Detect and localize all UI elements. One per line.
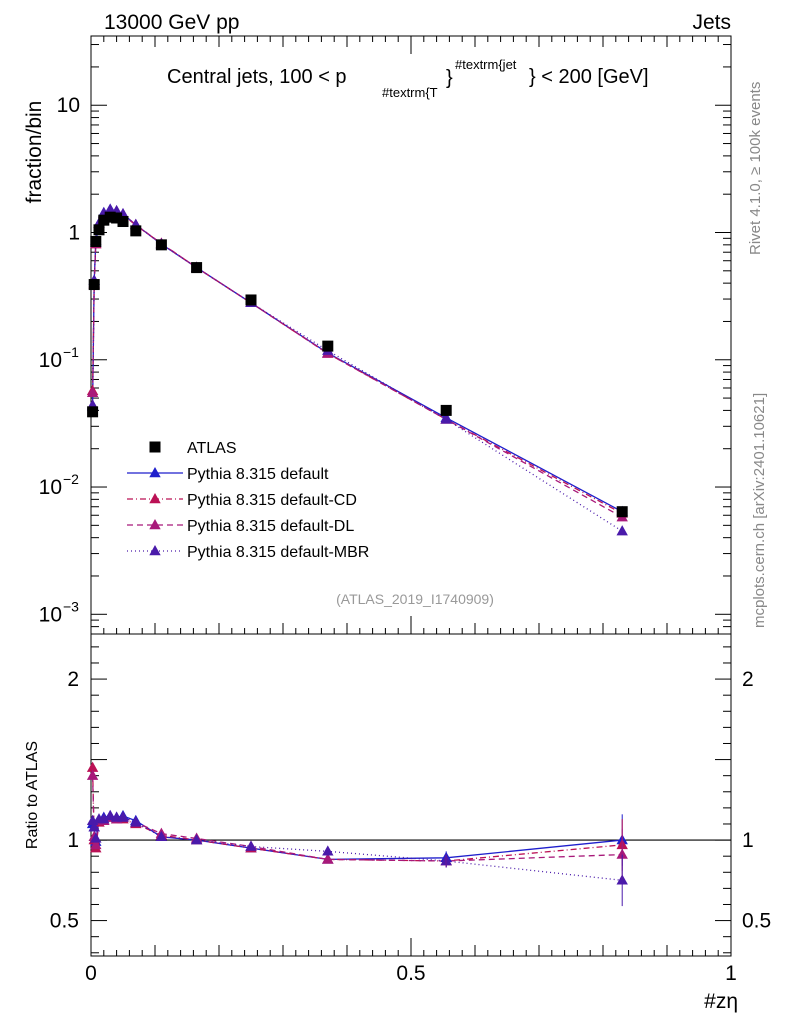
ratio-tick-label: 1 xyxy=(67,829,79,852)
atlas-data-point xyxy=(90,235,102,247)
ratio-marker xyxy=(245,840,257,851)
rivet-label: Rivet 4.1.0, ≥ 100k events xyxy=(747,82,764,255)
energy-label: 13000 GeV pp xyxy=(104,11,239,34)
legend-label: Pythia 8.315 default-MBR xyxy=(187,544,369,561)
ratio-tick-label-right: 1 xyxy=(742,829,754,852)
title-superscript: #textrm{jet xyxy=(455,57,517,72)
atlas-data-point xyxy=(245,294,257,306)
mcplots-label: mcplots.cern.ch [arXiv:2401.10621] xyxy=(751,393,768,628)
atlas-data-point xyxy=(87,406,99,418)
ratio-marker xyxy=(90,832,102,843)
legend-label: Pythia 8.315 default xyxy=(187,466,329,483)
legend-label: ATLAS xyxy=(187,440,237,457)
mc-marker xyxy=(616,525,628,536)
atlas-data-point xyxy=(440,404,452,416)
ratio-tick-label: 2 xyxy=(67,668,79,691)
atlas-data-point xyxy=(111,212,123,224)
atlas-data-point xyxy=(98,214,110,226)
mc-line xyxy=(91,209,623,515)
ratio-tick-label: 0.5 xyxy=(50,910,79,933)
y-axis-label: fraction/bin xyxy=(23,101,46,204)
atlas-data-point xyxy=(88,279,100,291)
title-main: Central jets, 100 < p xyxy=(167,66,347,88)
x-axis-label: #zη xyxy=(704,990,738,1013)
atlas-data-point xyxy=(322,340,334,352)
x-tick-label: 1 xyxy=(725,962,737,985)
legend: ATLAS Pythia 8.315 default Pythia 8.315 de… xyxy=(127,440,369,561)
ratio-line xyxy=(91,815,623,881)
atlas-data-point xyxy=(93,224,105,236)
ratio-series-group xyxy=(86,761,628,907)
y-tick-label: 10 xyxy=(39,349,62,372)
atlas-data-point xyxy=(130,225,142,237)
mc-marker xyxy=(86,386,99,398)
mc-marker xyxy=(440,413,452,424)
ratio-plot-frame xyxy=(90,633,732,957)
atlas-data-point xyxy=(191,262,203,274)
title-brace: } xyxy=(446,67,453,89)
y-tick-exponent: −2 xyxy=(63,471,79,487)
y-tick-exponent: −3 xyxy=(63,598,79,614)
y-tick-label: 1 xyxy=(68,222,80,245)
legend-label: Pythia 8.315 default-CD xyxy=(187,492,357,509)
mc-marker xyxy=(104,203,116,214)
plot-title: Central jets, 100 < p #textrm{T } #textr… xyxy=(167,57,649,100)
ratio-marker xyxy=(86,769,99,780)
ratio-marker xyxy=(104,809,116,821)
ratio-line xyxy=(91,767,623,862)
ratio-line xyxy=(91,775,623,862)
legend-marker-atlas xyxy=(149,441,161,453)
title-tail: } < 200 [GeV] xyxy=(529,66,649,88)
ratio-marker xyxy=(86,761,99,772)
ratio-marker xyxy=(88,821,100,832)
mc-line xyxy=(91,208,623,513)
ratio-marker xyxy=(130,816,142,827)
y-tick-label: 10 xyxy=(39,476,62,499)
atlas-data-point xyxy=(104,211,116,223)
ratio-marker xyxy=(90,838,102,850)
y-tick-label: 10 xyxy=(57,94,80,117)
title-subscript: #textrm{T xyxy=(382,85,438,100)
legend-marker xyxy=(149,467,161,478)
ratio-tick-label-right: 2 xyxy=(742,668,754,691)
ratio-axis-label: Ratio to ATLAS xyxy=(24,741,41,849)
ratio-marker xyxy=(190,834,203,845)
legend-marker xyxy=(149,545,161,556)
atlas-data-point xyxy=(117,216,129,228)
analysis-id-label: (ATLAS_2019_I1740909) xyxy=(336,591,494,607)
atlas-data-point xyxy=(155,239,167,251)
ratio-tick-label-right: 0.5 xyxy=(742,910,771,933)
x-tick-label: 0.5 xyxy=(396,962,425,985)
legend-marker xyxy=(149,493,161,504)
ratio-marker xyxy=(322,853,334,864)
process-label: Jets xyxy=(692,11,731,34)
ratio-marker xyxy=(98,813,110,824)
ratio-marker xyxy=(117,811,129,822)
ratio-marker xyxy=(155,830,168,842)
legend-marker xyxy=(149,519,161,530)
y-tick-exponent: −1 xyxy=(63,344,79,360)
main-series-group xyxy=(86,203,628,536)
legend-label: Pythia 8.315 default-DL xyxy=(187,518,354,535)
x-tick-label: 0 xyxy=(85,962,97,985)
atlas-data-point xyxy=(616,506,628,518)
y-tick-label: 10 xyxy=(39,603,62,626)
ratio-marker xyxy=(322,845,334,856)
